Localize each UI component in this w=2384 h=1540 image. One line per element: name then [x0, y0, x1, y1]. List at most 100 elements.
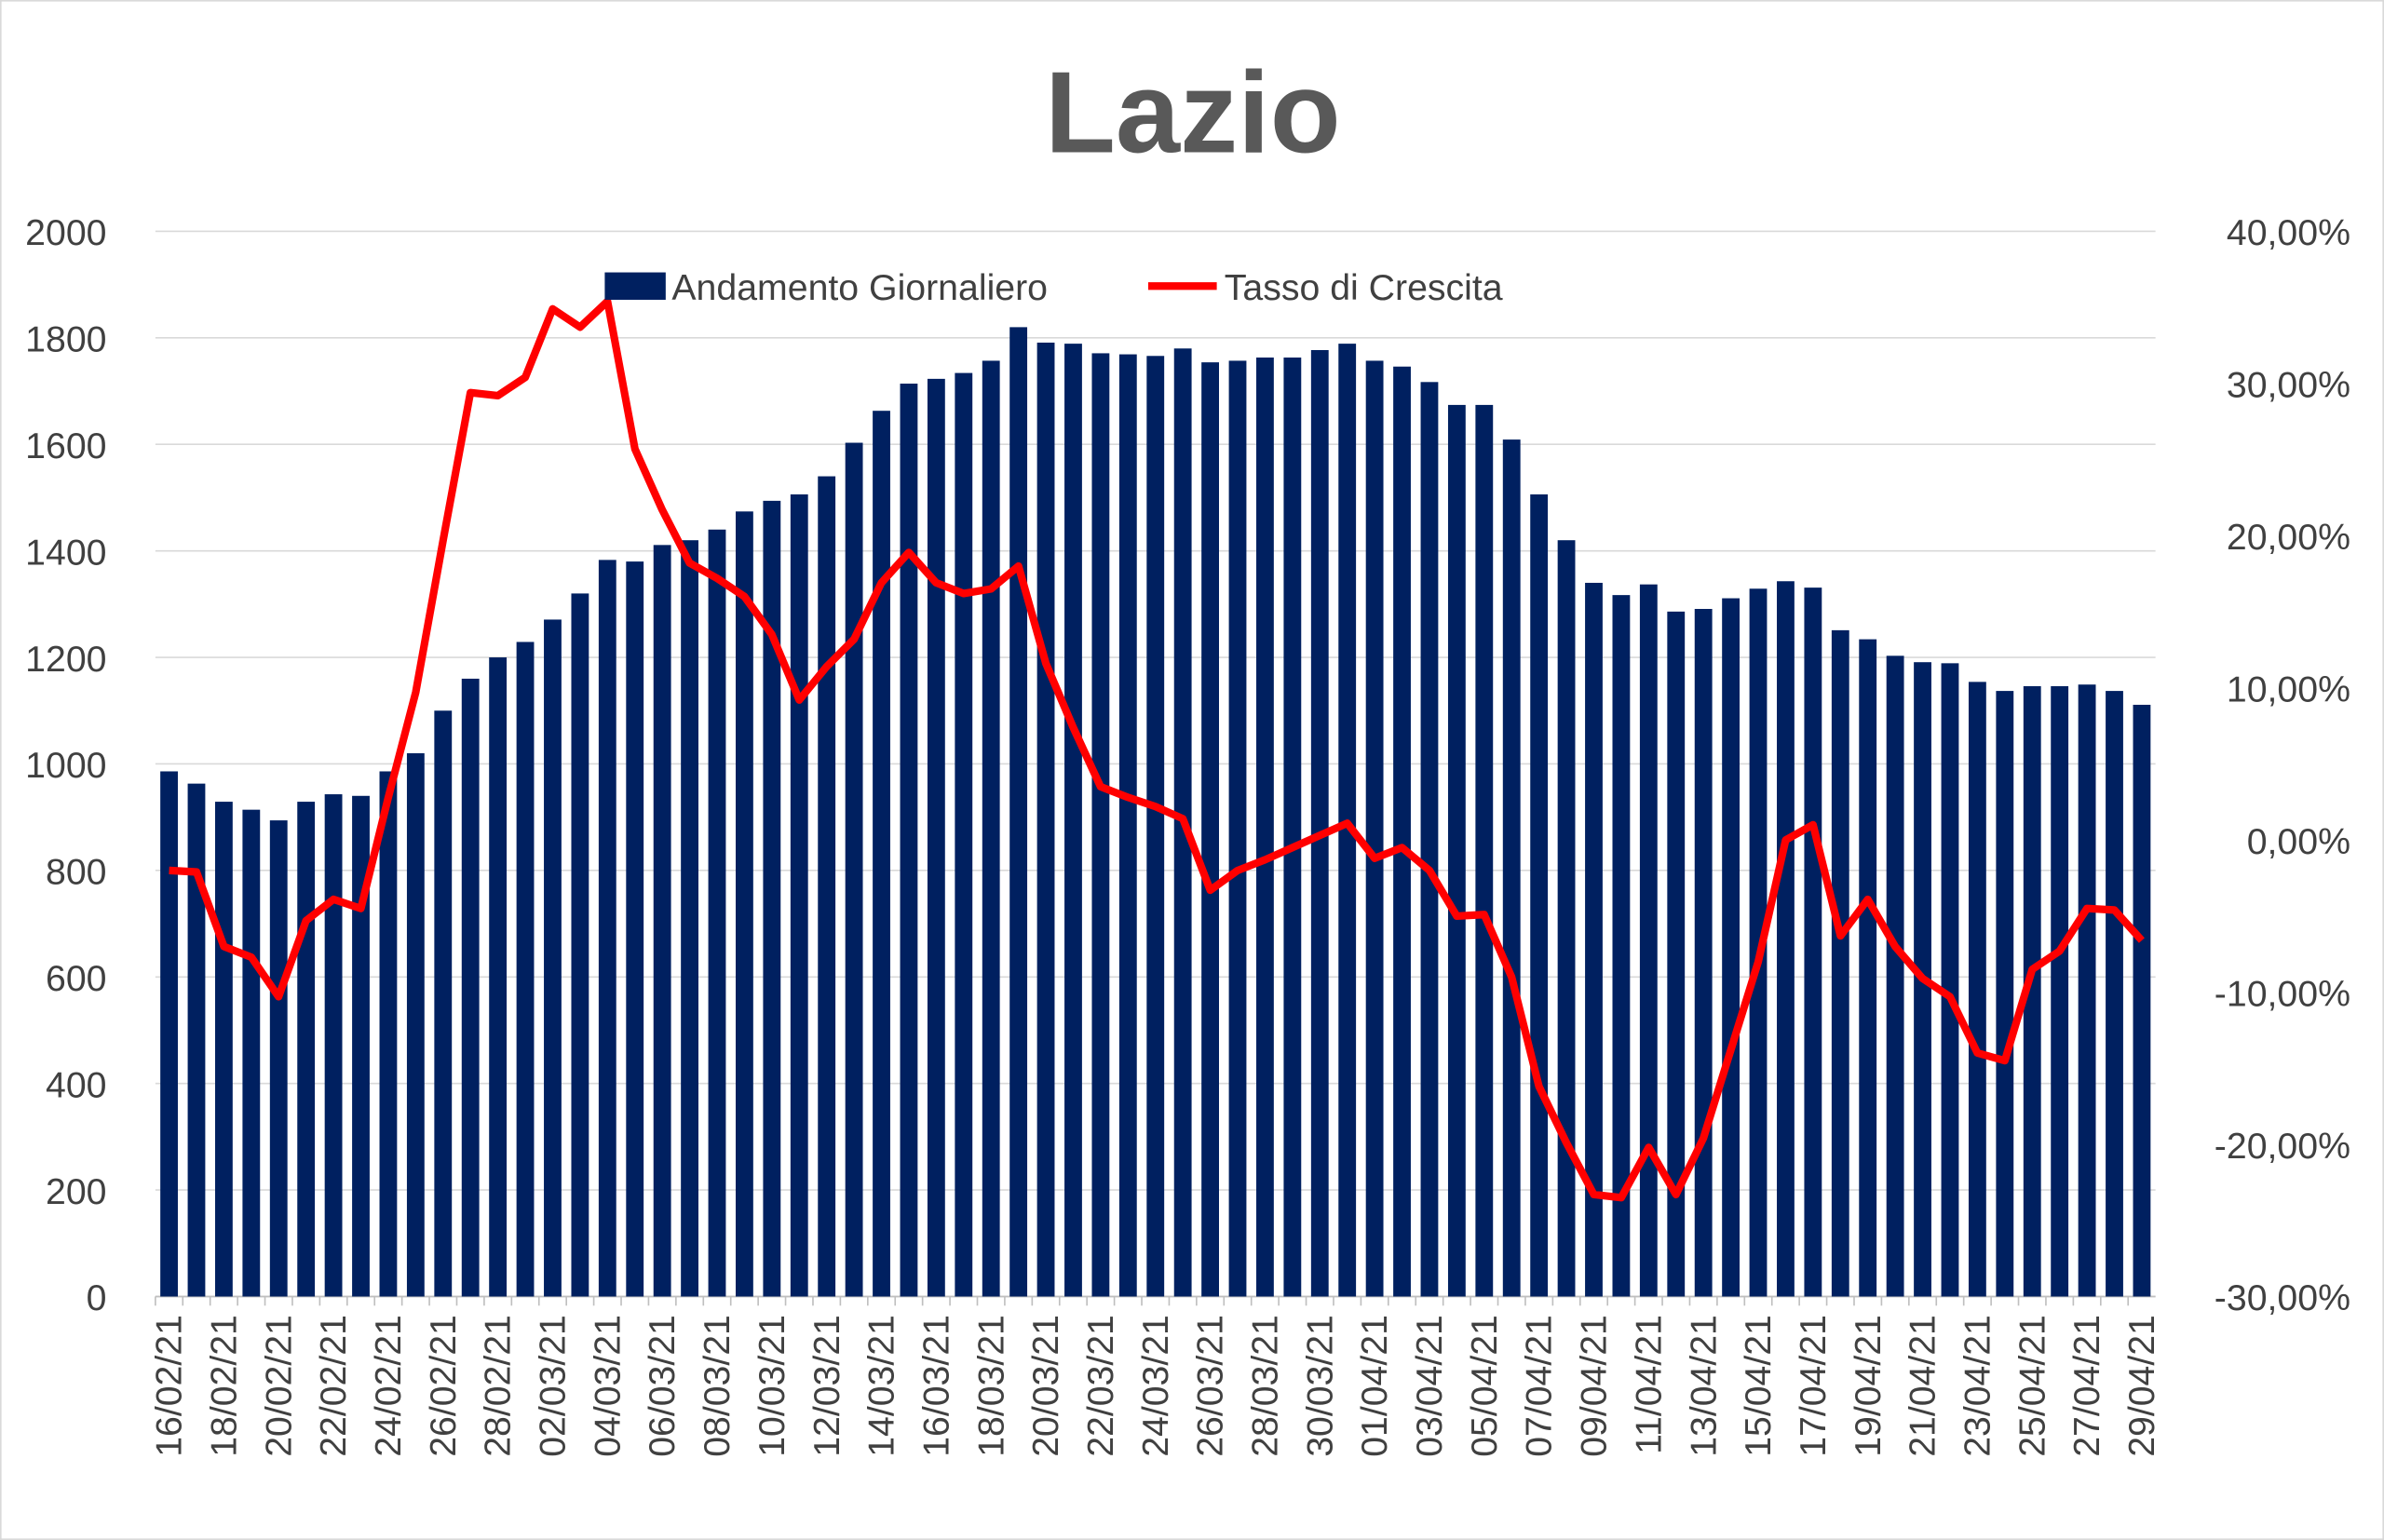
bar: [1420, 382, 1439, 1297]
x-tick-label: 26/02/21: [423, 1315, 464, 1457]
x-tick-label: 29/04/21: [2121, 1315, 2162, 1457]
bar: [708, 529, 726, 1297]
y-tick-label: 1400: [25, 532, 106, 573]
bar: [516, 642, 535, 1297]
bar: [598, 560, 616, 1297]
x-tick-label: 15/04/21: [1738, 1315, 1779, 1457]
bar: [1557, 540, 1576, 1297]
bar: [1091, 353, 1110, 1297]
bar: [489, 657, 508, 1297]
x-tick-label: 24/03/21: [1135, 1315, 1176, 1457]
bar: [763, 500, 781, 1297]
bar: [1667, 611, 1686, 1297]
bar: [1941, 663, 1959, 1297]
y2-tick-label: 10,00%: [2227, 669, 2350, 709]
bar: [2078, 684, 2096, 1297]
bar: [1530, 494, 1549, 1297]
bar: [873, 411, 890, 1297]
y-tick-label: 200: [46, 1171, 106, 1212]
bar: [1859, 639, 1877, 1297]
bar: [352, 795, 370, 1297]
bar: [900, 384, 918, 1297]
bar: [1256, 357, 1274, 1297]
bar: [2023, 685, 2041, 1297]
y2-tick-label: 0,00%: [2247, 821, 2350, 862]
legend-label: Andamento Giornaliero: [671, 267, 1048, 308]
bar: [2133, 704, 2151, 1297]
x-tick-label: 11/04/21: [1628, 1315, 1669, 1454]
x-tick-label: 08/03/21: [697, 1315, 738, 1457]
y2-tick-label: 40,00%: [2227, 212, 2350, 253]
legend-label: Tasso di Crescita: [1225, 267, 1503, 308]
bar: [2106, 691, 2123, 1297]
x-tick-label: 28/03/21: [1244, 1315, 1285, 1457]
x-tick-label: 05/04/21: [1464, 1315, 1505, 1457]
line: [169, 297, 2145, 1202]
y-tick-label: 600: [46, 958, 106, 999]
bar: [982, 360, 1000, 1297]
bar: [1831, 629, 1849, 1297]
bar: [269, 820, 288, 1297]
bar: [1886, 655, 1904, 1297]
bar: [187, 783, 206, 1297]
x-tick-label: 26/03/21: [1190, 1315, 1231, 1457]
bar: [1036, 342, 1055, 1297]
bar: [544, 619, 562, 1297]
y2-tick-label: -20,00%: [2215, 1126, 2350, 1167]
x-tick-label: 28/02/21: [478, 1315, 519, 1457]
bar: [818, 476, 836, 1297]
x-tick-label: 27/04/21: [2066, 1315, 2107, 1457]
bar: [1722, 598, 1741, 1297]
bar: [571, 593, 589, 1297]
legend-swatch: [604, 272, 666, 300]
x-tick-label: 20/02/21: [258, 1315, 299, 1457]
x-tick-label: 04/03/21: [587, 1315, 628, 1457]
bar: [1009, 327, 1028, 1297]
bar: [1310, 349, 1329, 1297]
bar: [1996, 691, 2014, 1297]
x-tick-label: 03/04/21: [1409, 1315, 1450, 1457]
y-tick-label: 1200: [25, 639, 106, 680]
bar: [1968, 682, 1986, 1297]
bar: [1639, 584, 1658, 1297]
x-tick-label: 24/02/21: [368, 1315, 409, 1457]
y2-tick-label: -30,00%: [2215, 1277, 2350, 1318]
x-tick-label: 23/04/21: [1957, 1315, 1998, 1457]
bar: [242, 809, 261, 1297]
bar: [1118, 354, 1137, 1297]
x-tick-label: 02/03/21: [533, 1315, 574, 1457]
y-tick-label: 1000: [25, 745, 106, 786]
bar: [1447, 404, 1466, 1297]
x-tick-label: 12/03/21: [806, 1315, 847, 1457]
bar: [1283, 357, 1302, 1297]
x-tick-label: 16/02/21: [149, 1315, 190, 1457]
x-tick-label: 07/04/21: [1519, 1315, 1560, 1457]
bar: [1612, 595, 1631, 1297]
bar: [955, 372, 973, 1297]
bar: [1749, 588, 1768, 1297]
bar: [790, 494, 808, 1297]
y-tick-label: 2000: [25, 212, 106, 253]
bar: [297, 802, 316, 1297]
bar: [406, 753, 425, 1297]
x-tick-label: 17/04/21: [1793, 1315, 1834, 1457]
x-tick-label: 22/02/21: [313, 1315, 354, 1457]
x-tick-label: 20/03/21: [1025, 1315, 1066, 1457]
bar: [845, 442, 863, 1297]
x-tick-label: 30/03/21: [1299, 1315, 1340, 1457]
x-tick-label: 01/04/21: [1354, 1315, 1395, 1457]
x-tick-label: 21/04/21: [1903, 1315, 1944, 1457]
bar: [736, 511, 753, 1297]
y2-tick-label: 30,00%: [2227, 365, 2350, 406]
bar: [1694, 609, 1713, 1297]
bar: [461, 678, 480, 1297]
bar: [1201, 362, 1219, 1297]
bar: [681, 540, 698, 1297]
x-tick-label: 19/04/21: [1848, 1315, 1889, 1457]
bar: [1146, 356, 1165, 1297]
bar: [1064, 344, 1082, 1297]
y-tick-label: 400: [46, 1064, 106, 1105]
bar: [1502, 439, 1521, 1297]
bar: [2051, 685, 2069, 1297]
